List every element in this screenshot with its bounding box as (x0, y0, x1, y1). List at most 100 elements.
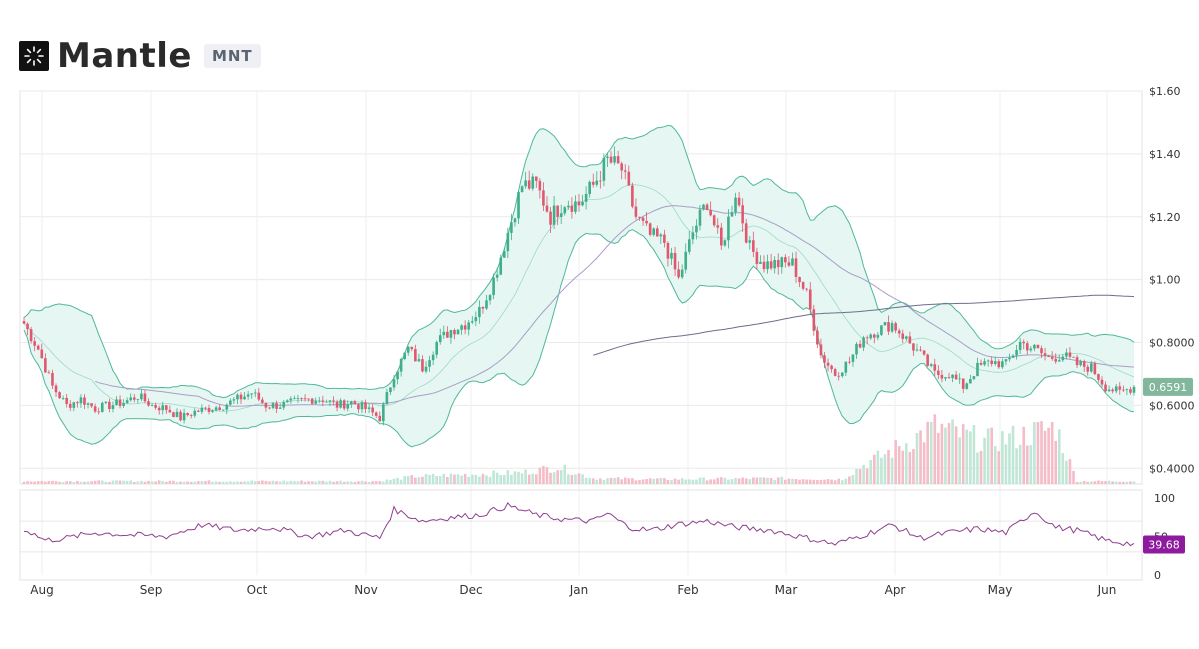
candle-body (691, 232, 695, 240)
volume-bar (207, 480, 211, 484)
candle-body (972, 376, 976, 380)
candle-body (951, 374, 954, 378)
volume-bar (855, 468, 858, 484)
volume-bar (353, 482, 357, 484)
volume-bar (858, 469, 862, 484)
candle-body (76, 402, 79, 404)
candle-body (510, 222, 513, 233)
volume-bar (182, 481, 186, 484)
candle-body (623, 170, 627, 172)
volume-bar (645, 478, 648, 484)
volume-bar (1097, 480, 1100, 484)
candle-body (869, 334, 873, 339)
candle-body (293, 398, 296, 399)
candle-body (1065, 352, 1068, 357)
candle-body (150, 404, 154, 406)
volume-bar (876, 450, 880, 484)
volume-bar (257, 481, 261, 484)
candle-body (474, 317, 478, 322)
candle-body (460, 325, 463, 330)
volume-bar (488, 476, 492, 484)
candle-body (837, 375, 841, 377)
volume-bar (1090, 481, 1093, 484)
candle-body (382, 404, 385, 422)
volume-bar (1018, 444, 1022, 484)
candle-body (865, 337, 869, 339)
volume-bar (741, 477, 744, 484)
candle-body (22, 321, 26, 324)
candle-body (702, 204, 705, 210)
candle-body (527, 180, 531, 189)
candle-body (922, 350, 926, 355)
candle-body (670, 252, 673, 259)
volume-bar (392, 478, 396, 484)
volume-bar (328, 480, 332, 484)
candle-body (47, 372, 51, 374)
volume-bar (1057, 429, 1061, 484)
volume-bar (478, 476, 481, 484)
candle-body (755, 251, 759, 264)
volume-bar (481, 473, 485, 484)
x-axis-month-label: Aug (30, 583, 53, 597)
volume-bar (634, 480, 638, 484)
volume-bar (752, 477, 755, 484)
volume-bar (1118, 481, 1122, 484)
volume-bar (766, 477, 769, 484)
candle-body (513, 218, 517, 223)
candle-body (1029, 348, 1033, 351)
volume-bar (1015, 448, 1018, 484)
candle-body (965, 383, 969, 389)
volume-bar (659, 477, 663, 484)
candle-body (599, 180, 602, 182)
candle-body (958, 378, 961, 380)
volume-bar (680, 478, 684, 484)
volume-bar (1061, 452, 1065, 484)
candle-body (51, 372, 54, 386)
volume-bar (389, 479, 392, 484)
volume-bar (983, 437, 986, 484)
volume-bar (769, 477, 773, 484)
candle-body (132, 397, 136, 400)
candle-body (111, 405, 115, 409)
volume-bar (449, 473, 453, 484)
volume-bar (54, 481, 58, 484)
volume-bar (282, 480, 286, 484)
volume-bar (499, 474, 503, 484)
volume-bar (538, 467, 542, 484)
volume-bar (527, 474, 531, 484)
candle-body (663, 234, 666, 243)
volume-bar (599, 478, 602, 484)
price-axis-tick-label: $0.8000 (1149, 337, 1195, 350)
volume-bar (954, 426, 958, 484)
candle-body (165, 405, 168, 410)
volume-bar (161, 480, 165, 484)
candle-body (542, 190, 545, 206)
candle-body (1082, 361, 1086, 367)
volume-bar (609, 477, 613, 484)
candle-body (1090, 363, 1093, 372)
candle-body (86, 403, 90, 405)
candle-body (1107, 389, 1111, 392)
volume-bar (189, 481, 193, 484)
current-price-badge (1143, 377, 1193, 396)
candle-body (360, 402, 364, 410)
candle-body (204, 407, 207, 409)
volume-bar (410, 475, 414, 484)
volume-bar (1068, 459, 1072, 484)
volume-bar (414, 477, 417, 484)
volume-bar (382, 481, 385, 484)
candle-body (54, 385, 58, 393)
volume-bar (545, 467, 549, 484)
volume-bar (723, 477, 727, 484)
candle-body (488, 295, 492, 301)
volume-bar (357, 481, 360, 484)
volume-bar (371, 481, 374, 484)
candle-body (115, 399, 118, 406)
volume-bar (122, 480, 125, 484)
candle-body (65, 397, 68, 404)
volume-bar (342, 481, 346, 484)
candle-body (250, 393, 253, 395)
volume-bar (303, 481, 307, 484)
volume-bar (506, 470, 510, 484)
